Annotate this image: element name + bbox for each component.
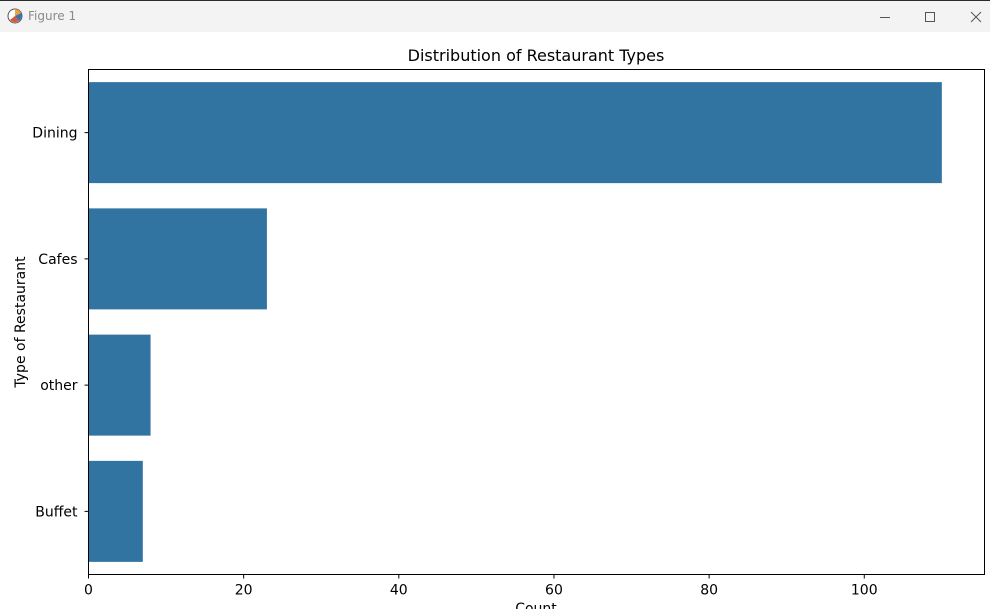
y-tick-label: Buffet [35, 504, 78, 520]
x-tick-label: 0 [84, 583, 93, 599]
maximize-button[interactable] [907, 1, 953, 32]
window-titlebar: Figure 1 [0, 0, 990, 32]
y-tick-label: other [40, 378, 78, 394]
minimize-button[interactable] [862, 1, 908, 32]
close-button[interactable] [953, 1, 990, 32]
bar-chart: Distribution of Restaurant Types Dining C… [13, 46, 985, 613]
x-axis-label: Count [515, 601, 557, 609]
x-tick-label: 40 [390, 583, 408, 599]
matplotlib-figure-icon [7, 8, 23, 24]
minimize-icon [880, 16, 890, 18]
y-axis-label: Type of Restaurant [13, 256, 29, 389]
axes-frame [88, 69, 985, 575]
figure-canvas: Distribution of Restaurant Types Dining C… [0, 32, 990, 613]
bar-other [88, 334, 151, 436]
y-tick-label: Dining [32, 126, 77, 142]
x-tick-label: 60 [545, 583, 563, 599]
x-tick-label: 80 [700, 583, 718, 599]
x-tick-label: 100 [851, 583, 878, 599]
bars-layer [88, 82, 942, 562]
window-title: Figure 1 [28, 9, 77, 23]
x-tick-label: 20 [235, 583, 253, 599]
y-ticks: Dining Cafes other Buffet [32, 126, 89, 520]
bar-buffet [88, 460, 143, 562]
y-tick-label: Cafes [38, 252, 77, 268]
close-icon [970, 11, 982, 22]
x-ticks: 0 20 40 60 80 100 [84, 574, 878, 599]
bar-cafes [88, 208, 267, 310]
maximize-icon [925, 11, 935, 22]
bar-dining [88, 82, 942, 184]
chart-title: Distribution of Restaurant Types [408, 46, 665, 65]
